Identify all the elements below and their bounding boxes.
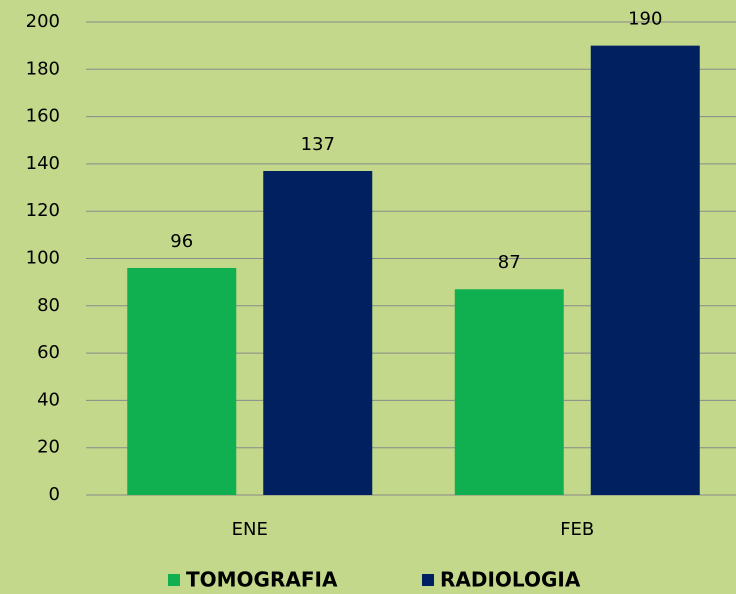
value-label: 87 [498, 252, 521, 273]
y-tick-label: 0 [49, 484, 60, 505]
legend-label: TOMOGRAFIA [186, 568, 338, 592]
bar [590, 45, 700, 496]
value-label: 96 [170, 231, 193, 252]
value-label: 137 [301, 134, 335, 155]
y-tick-label: 40 [37, 389, 60, 410]
value-label: 190 [628, 9, 662, 30]
legend-swatch [168, 574, 180, 586]
y-tick-label: 60 [37, 342, 60, 363]
y-tick-label: 140 [26, 153, 60, 174]
y-tick-label: 120 [26, 200, 60, 221]
legend-swatch [422, 574, 434, 586]
x-tick-label: ENE [232, 519, 268, 540]
bar [454, 289, 564, 495]
bar [127, 267, 237, 495]
y-tick-label: 80 [37, 295, 60, 316]
y-tick-label: 160 [26, 106, 60, 127]
y-tick-label: 100 [26, 248, 60, 269]
y-tick-label: 200 [26, 11, 60, 32]
y-tick-label: 20 [37, 437, 60, 458]
bar [263, 170, 373, 495]
x-tick-label: FEB [560, 519, 594, 540]
legend-label: RADIOLOGIA [440, 568, 581, 592]
y-tick-label: 180 [26, 58, 60, 79]
